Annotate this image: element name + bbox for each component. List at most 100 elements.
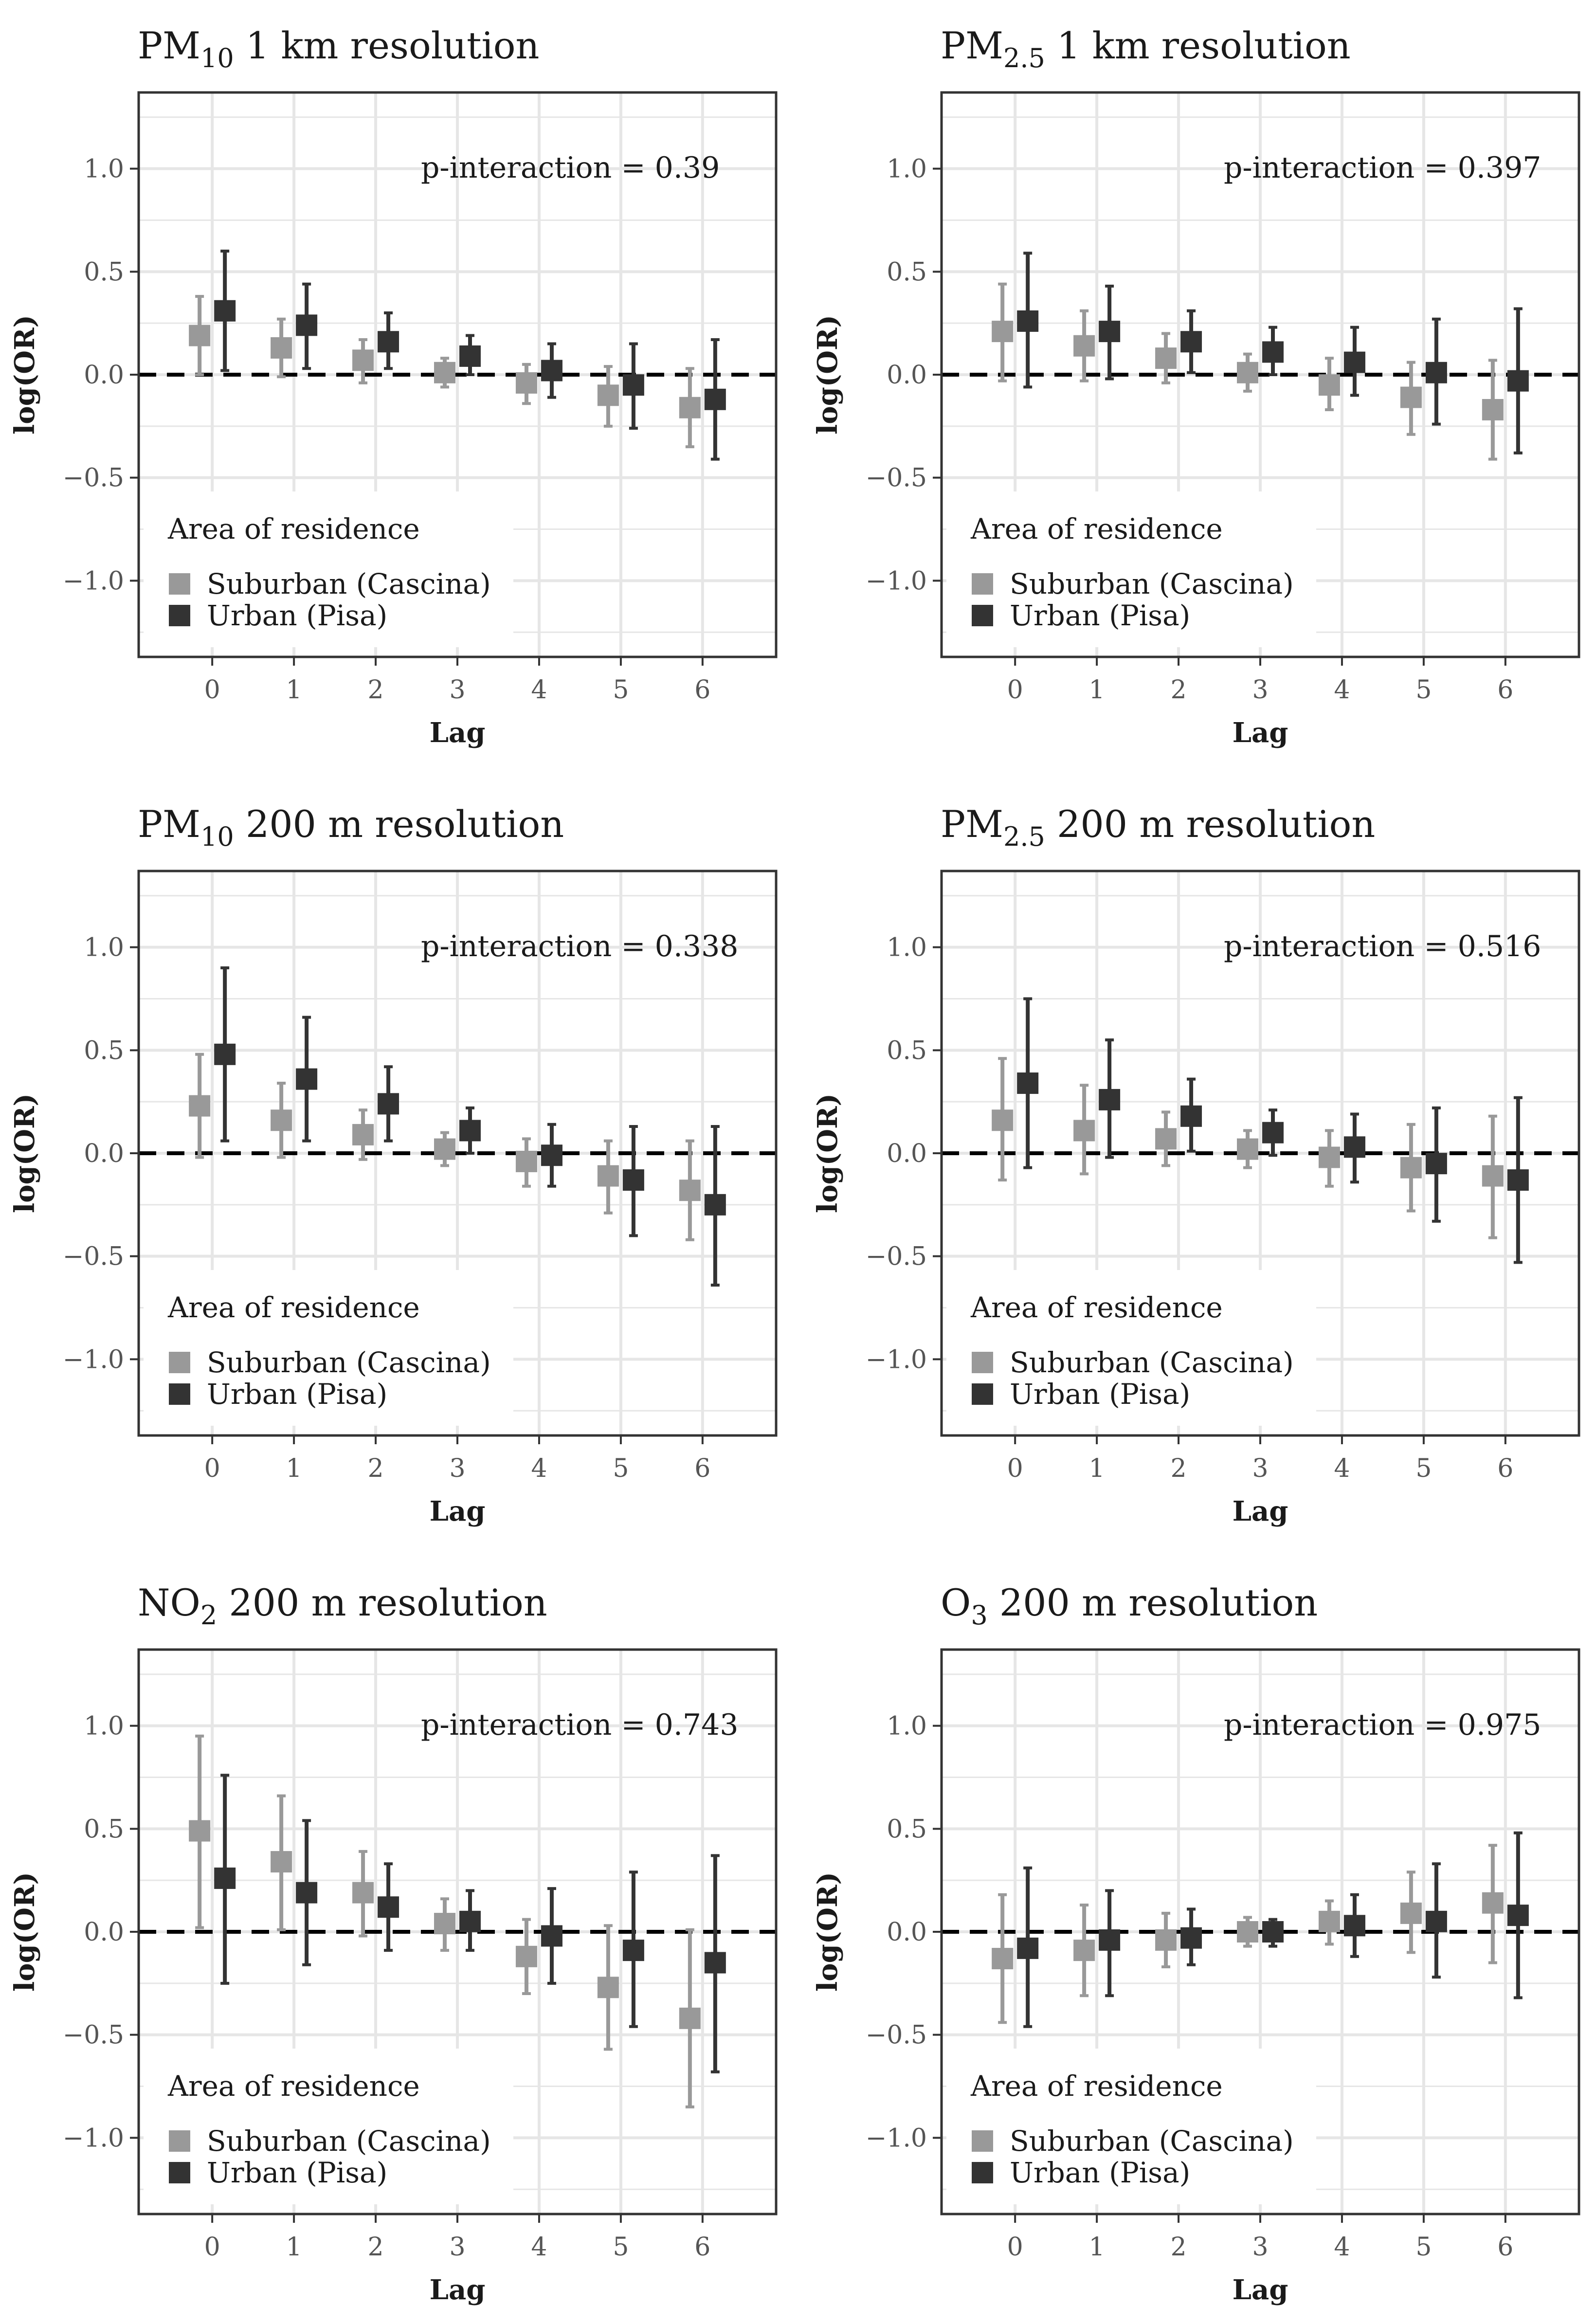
y-tick-label: −1.0 <box>63 566 124 596</box>
x-tick-label: 3 <box>449 675 465 705</box>
x-tick-label: 4 <box>1334 2233 1350 2262</box>
x-tick-label: 6 <box>1497 2233 1513 2262</box>
data-point <box>189 325 211 346</box>
panel-title: O3 200 m resolution <box>941 1581 1318 1631</box>
data-point <box>352 1124 374 1145</box>
data-point <box>1017 1937 1039 1959</box>
data-point <box>1400 1902 1422 1924</box>
panel-frame <box>940 91 1580 658</box>
legend-label: Suburban (Cascina) <box>1010 1346 1294 1379</box>
legend-key <box>169 1383 190 1405</box>
y-axis-title: log(OR) <box>9 1093 41 1213</box>
data-point <box>378 1093 399 1115</box>
data-point <box>459 1910 481 1932</box>
data-point <box>704 1952 726 1974</box>
panel-frame <box>137 91 778 658</box>
x-tick-label: 1 <box>1089 1454 1105 1483</box>
y-tick-label: −1.0 <box>63 1345 124 1374</box>
title-subscript: 2 <box>200 1600 217 1631</box>
data-point <box>1425 1910 1447 1932</box>
y-tick-label: 0.0 <box>84 361 124 390</box>
y-tick-label: 1.0 <box>887 155 927 184</box>
x-tick-label: 0 <box>1007 675 1023 705</box>
data-point <box>515 372 537 394</box>
data-point <box>378 1896 399 1918</box>
data-point <box>1343 1136 1365 1158</box>
x-tick-label: 5 <box>1415 2233 1432 2262</box>
x-axis-title: Lag <box>1233 717 1288 749</box>
legend-background <box>144 2049 513 2204</box>
data-point <box>1425 362 1447 383</box>
data-point <box>1262 1921 1284 1943</box>
legend-key <box>972 573 993 595</box>
data-point <box>214 1043 236 1065</box>
x-tick-label: 5 <box>613 2233 629 2262</box>
x-tick-label: 6 <box>1497 1454 1513 1483</box>
legend-label: Urban (Pisa) <box>1010 1378 1190 1411</box>
y-tick-label: −0.5 <box>63 1242 124 1271</box>
legend-title: Area of residence <box>970 1291 1223 1324</box>
legend-key <box>169 1352 190 1373</box>
legend-key <box>169 573 190 595</box>
title-subscript: 10 <box>200 43 234 73</box>
panel-title: PM2.5 200 m resolution <box>941 802 1375 852</box>
data-point <box>1318 374 1340 396</box>
y-tick-label: 1.0 <box>887 933 927 962</box>
data-point <box>1237 1138 1258 1160</box>
data-point <box>1400 386 1422 408</box>
data-point <box>515 1150 537 1172</box>
panel-title: PM10 1 km resolution <box>138 24 540 73</box>
legend-key <box>972 605 993 626</box>
data-point <box>1155 347 1177 369</box>
data-point <box>1507 1169 1529 1191</box>
y-tick-label: −0.5 <box>866 464 927 493</box>
y-tick-label: −0.5 <box>866 2021 927 2050</box>
title-pollutant: PM <box>941 24 1003 67</box>
legend-label: Suburban (Cascina) <box>207 1346 491 1379</box>
data-point <box>459 1120 481 1142</box>
data-point <box>1343 1915 1365 1937</box>
panel-title: PM10 200 m resolution <box>138 802 564 852</box>
y-tick-label: 0.0 <box>887 361 927 390</box>
x-tick-label: 4 <box>531 1454 547 1483</box>
x-tick-label: 2 <box>368 1454 384 1483</box>
data-point <box>189 1095 211 1117</box>
data-point <box>1318 1146 1340 1168</box>
data-point <box>271 337 292 359</box>
legend-label: Suburban (Cascina) <box>1010 567 1294 600</box>
data-point <box>1507 1905 1529 1926</box>
data-point <box>597 1977 619 1998</box>
y-tick-label: −0.5 <box>63 2021 124 2050</box>
data-point <box>296 314 318 336</box>
title-resolution: 200 m resolution <box>988 1581 1318 1624</box>
data-point <box>271 1851 292 1873</box>
y-tick-label: 0.5 <box>84 1815 124 1844</box>
data-point <box>1482 1892 1504 1914</box>
x-tick-label: 2 <box>1171 2233 1187 2262</box>
x-tick-label: 0 <box>204 2233 220 2262</box>
data-point <box>1180 1927 1202 1949</box>
x-tick-label: 1 <box>286 2233 302 2262</box>
panel-4: PM2.5 200 m resolution 1.0 0.5 0.0 −0.5 −1.0 0… <box>812 802 1580 1527</box>
legend-label: Urban (Pisa) <box>207 2156 387 2189</box>
legend-background <box>946 491 1316 647</box>
data-point <box>679 397 701 418</box>
legend-title: Area of residence <box>167 512 420 545</box>
data-point <box>378 331 399 353</box>
p-interaction-label: p-interaction = 0.975 <box>1224 1708 1541 1742</box>
data-point <box>1099 1929 1121 1951</box>
legend-background <box>144 491 513 647</box>
x-tick-label: 1 <box>1089 2233 1105 2262</box>
data-point <box>1155 1128 1177 1150</box>
x-tick-label: 1 <box>286 1454 302 1483</box>
x-tick-label: 6 <box>694 2233 710 2262</box>
x-tick-label: 3 <box>1252 2233 1268 2262</box>
x-axis-title: Lag <box>1233 1495 1288 1527</box>
legend-title: Area of residence <box>970 2070 1223 2103</box>
data-point <box>352 349 374 371</box>
data-point <box>992 321 1014 343</box>
x-tick-label: 4 <box>1334 675 1350 705</box>
legend-key <box>169 605 190 626</box>
data-point <box>1017 1072 1039 1094</box>
x-tick-label: 5 <box>613 1454 629 1483</box>
